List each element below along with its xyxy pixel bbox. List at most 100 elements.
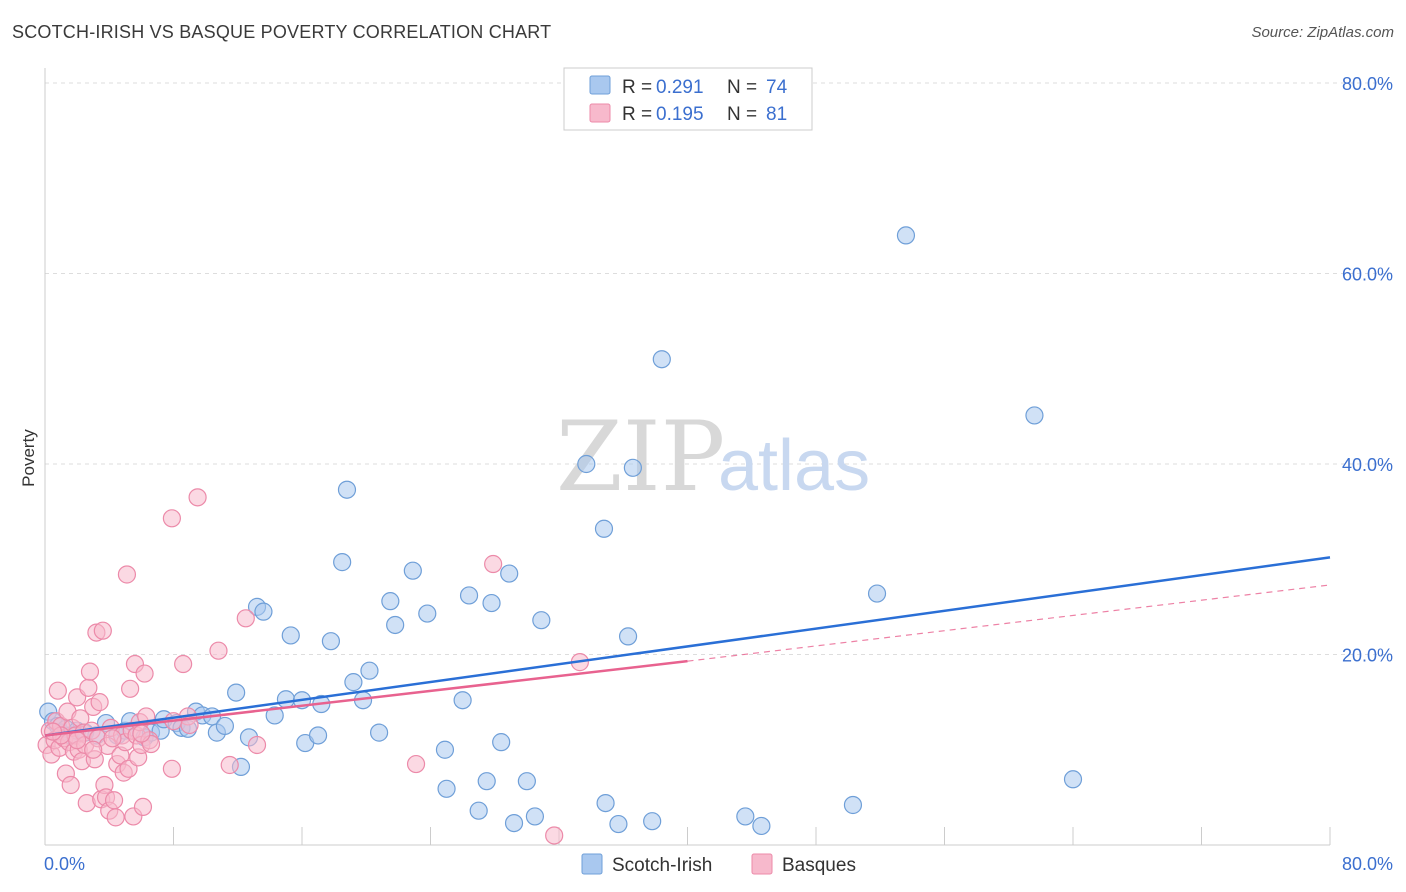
scotch-irish-point xyxy=(596,793,615,813)
basques-point xyxy=(220,755,239,775)
x-tick-label: 0.0% xyxy=(44,854,85,874)
basques-point xyxy=(484,554,503,574)
scotch-irish-point xyxy=(532,611,551,630)
scotch-irish-point xyxy=(370,723,389,742)
scotch-irish-point xyxy=(504,813,524,833)
trend-lines xyxy=(44,556,1331,737)
scotch-irish-point xyxy=(482,593,501,613)
scotch-irish-point xyxy=(477,772,496,791)
basques-point xyxy=(133,797,153,817)
basques-point xyxy=(84,740,103,759)
basques-point xyxy=(132,724,151,743)
bottom-legend-basques: Basques xyxy=(782,855,856,876)
scotch-irish-point xyxy=(623,458,642,477)
scotch-irish-point xyxy=(525,807,545,826)
basques-point xyxy=(68,731,87,750)
scotch-irish-point xyxy=(652,350,671,369)
scotch-irish-point xyxy=(276,690,296,709)
scotch-irish-point xyxy=(500,564,519,583)
scotch-irish-point xyxy=(435,740,455,759)
scotch-irish-point xyxy=(867,584,887,603)
basques-point xyxy=(103,729,122,748)
scotch-irish-point xyxy=(344,673,363,692)
legend-r-value: 0.195 xyxy=(656,104,704,125)
scotch-irish-point xyxy=(1063,770,1083,789)
basques-point xyxy=(93,621,112,640)
legend-r-label: R = xyxy=(622,104,652,125)
scotch-irish-point xyxy=(459,586,479,605)
scotch-irish-point xyxy=(321,632,341,651)
scotch-irish-point xyxy=(896,226,916,245)
scotch-irish-point xyxy=(492,733,511,752)
basques-point xyxy=(162,509,181,528)
scotch-irish-point xyxy=(517,772,536,791)
basques-point xyxy=(117,565,137,584)
scotch-irish-point xyxy=(403,561,422,580)
bottom-legend-scotch-irish: Scotch-Irish xyxy=(612,855,712,876)
basques-point xyxy=(247,735,267,755)
watermark: ZIP atlas xyxy=(556,401,870,513)
scotch-irish-trend-line xyxy=(44,556,1331,737)
bottom-legend-swatch-scotch-irish xyxy=(581,853,603,875)
legend-r-label: R = xyxy=(622,77,652,98)
basques-point xyxy=(236,609,255,628)
scotch-irish-point xyxy=(577,454,596,474)
bottom-legend: Scotch-Irish Basques xyxy=(581,853,856,876)
scotch-irish-point xyxy=(386,615,405,635)
scotch-irish-point xyxy=(643,812,662,831)
legend-swatch-basques xyxy=(589,103,611,123)
grid-lines xyxy=(45,82,1392,655)
basques-point xyxy=(43,722,63,741)
basques-point xyxy=(135,664,154,683)
scotch-irish-point xyxy=(360,661,379,680)
basques-point xyxy=(545,826,564,845)
scotch-irish-point xyxy=(437,779,456,798)
basques-points xyxy=(37,488,589,845)
basques-point xyxy=(121,679,140,698)
basques-point xyxy=(188,488,207,507)
scotch-irish-point xyxy=(469,801,488,820)
y-tick-label: 80.0% xyxy=(1342,74,1393,94)
legend-n-value: 81 xyxy=(766,104,787,125)
basques-trend-line xyxy=(44,659,688,737)
scotch-irish-points xyxy=(39,226,1083,836)
y-tick-labels: 20.0% 40.0% 60.0% 80.0% xyxy=(1342,74,1393,666)
chart-title: SCOTCH-IRISH VS BASQUE POVERTY CORRELATI… xyxy=(12,22,552,42)
y-tick-label: 60.0% xyxy=(1342,265,1393,285)
legend-r-value: 0.291 xyxy=(656,77,704,98)
legend-swatch-scotch-irish xyxy=(589,75,611,95)
scotch-irish-point xyxy=(333,553,352,572)
scotch-irish-point xyxy=(618,627,638,646)
basques-point xyxy=(209,641,228,660)
basques-trend-line-extended xyxy=(687,584,1331,662)
scotch-irish-point xyxy=(418,604,437,623)
legend-box: R = 0.291 N = 74 R = 0.195 N = 81 xyxy=(563,67,813,131)
scotch-irish-point xyxy=(227,683,246,702)
basques-point xyxy=(48,681,67,700)
basques-point xyxy=(162,759,181,778)
scotch-irish-point xyxy=(254,602,273,621)
scotch-irish-point xyxy=(843,795,863,815)
scotch-irish-point xyxy=(337,480,357,499)
basques-point xyxy=(61,775,80,795)
y-tick-label: 40.0% xyxy=(1342,455,1393,475)
x-tick-labels: 0.0% 80.0% xyxy=(44,854,1393,874)
bottom-legend-swatch-basques xyxy=(751,853,773,875)
scotch-irish-point xyxy=(609,814,628,834)
legend-n-label: N = xyxy=(727,77,757,98)
basques-point xyxy=(90,693,109,712)
basques-point xyxy=(80,662,100,681)
basques-point xyxy=(79,678,98,697)
scotch-irish-point xyxy=(308,726,328,745)
scotch-irish-point xyxy=(752,816,771,836)
basques-point xyxy=(174,654,193,674)
y-tick-label: 20.0% xyxy=(1342,646,1393,666)
basques-point xyxy=(104,791,124,810)
scotch-irish-point xyxy=(736,807,755,826)
scotch-irish-point xyxy=(1025,406,1044,425)
legend-n-value: 74 xyxy=(766,77,788,98)
basques-point xyxy=(406,754,426,774)
scotch-irish-point xyxy=(281,626,300,645)
legend-n-label: N = xyxy=(727,104,757,125)
